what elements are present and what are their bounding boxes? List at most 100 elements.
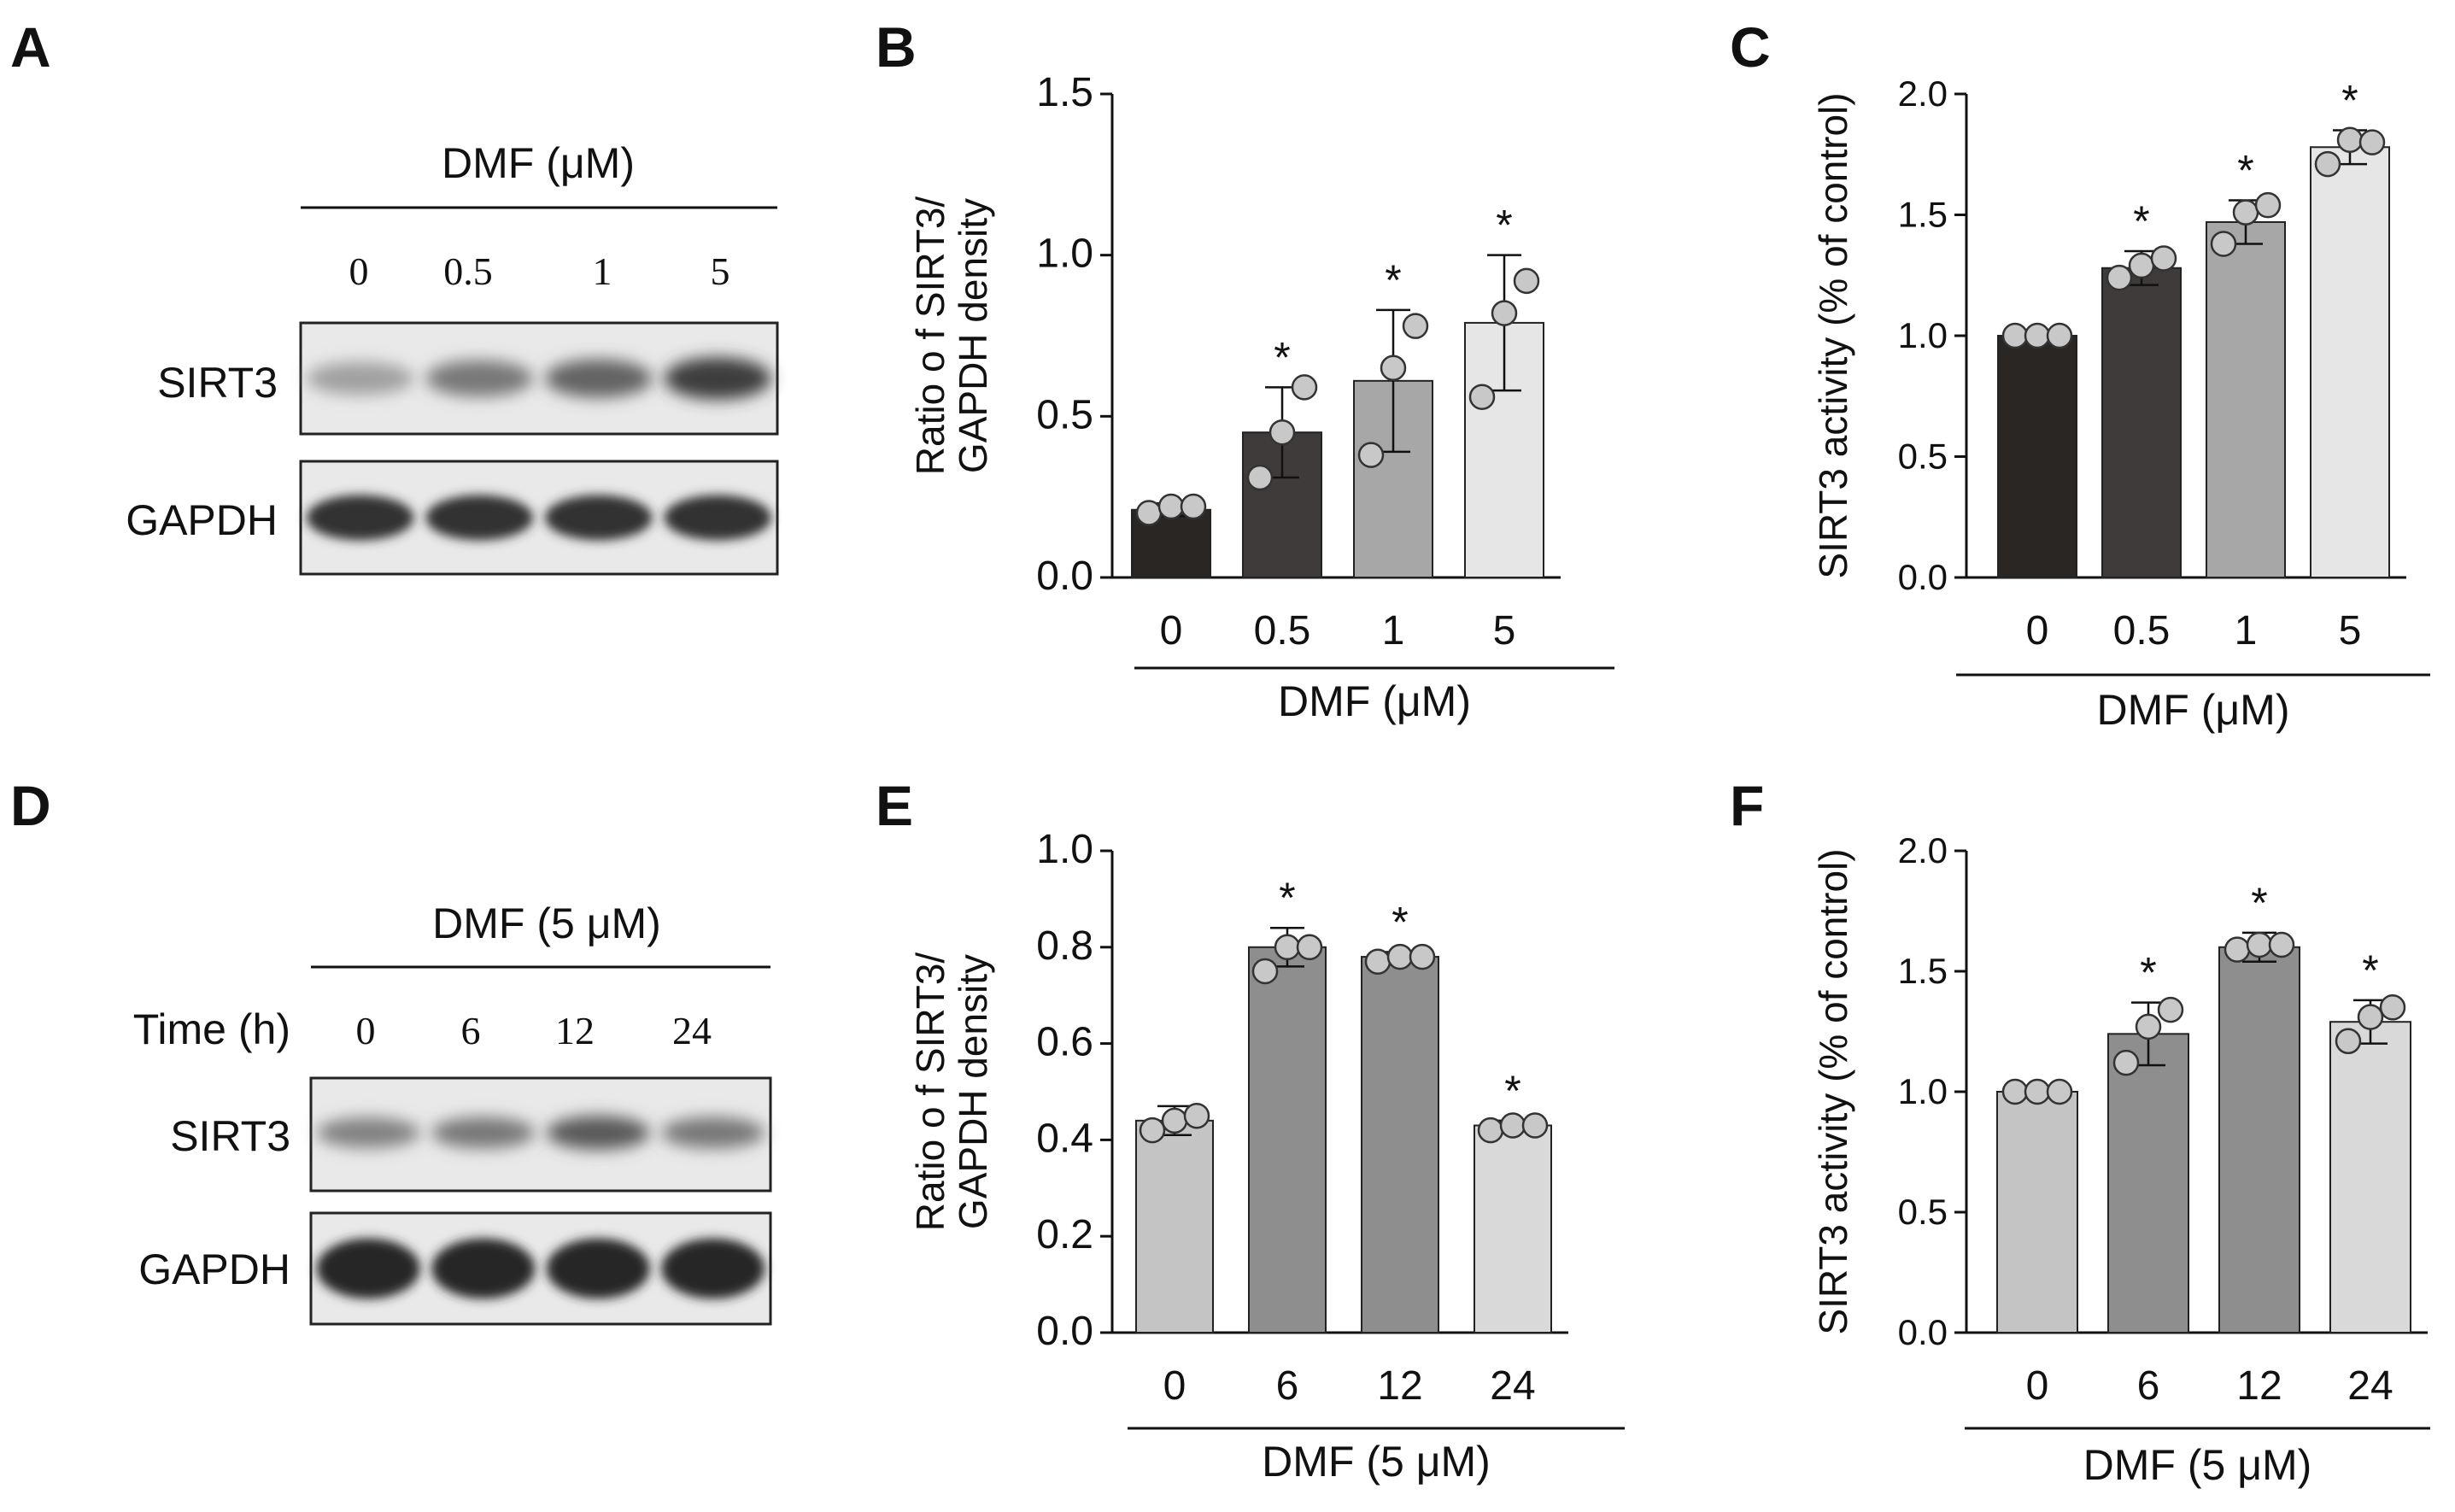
bar: [2218, 946, 2300, 1334]
x-axis-label: DMF (5 μM): [2083, 1441, 2312, 1489]
data-point: [1386, 943, 1414, 970]
x-axis-label: DMF (μM): [2097, 686, 2290, 734]
x-tick-label: 6: [1276, 1363, 1299, 1409]
significance-star: *: [1274, 333, 1290, 381]
significance-star: *: [1392, 898, 1408, 946]
y-tick-label: 0.0: [1036, 554, 1093, 599]
data-point: [2268, 931, 2295, 958]
y-tick-label: 2.0: [1898, 830, 1948, 870]
blot-lane-label: 0: [356, 1009, 376, 1052]
data-point: [2232, 199, 2259, 226]
blot-band: [661, 1238, 765, 1299]
western-blot-a: DMF (μM) 0 0.5 1 5 SIRT3 GAPDH: [126, 139, 779, 576]
blot-band: [661, 1116, 765, 1149]
bar: [1474, 1124, 1552, 1333]
y-tick-label: 0.0: [1898, 1312, 1948, 1352]
data-point: [1269, 419, 1296, 446]
y-tick-label: 1.0: [1036, 827, 1093, 872]
y-tick-label: 1.5: [1898, 195, 1948, 235]
x-tick-label: 0: [2026, 1363, 2049, 1409]
data-point: [2358, 129, 2386, 155]
y-axis-label: SIRT3 activity (% of control): [1811, 848, 1855, 1334]
x-tick-label: 5: [1493, 608, 1516, 653]
blot-band: [316, 1238, 420, 1299]
data-point: [2224, 936, 2251, 963]
data-point: [2379, 994, 2406, 1021]
panel-label-f: F: [1730, 774, 1764, 837]
blot-lane-label: 0: [349, 249, 369, 293]
y-tick-label: 0.0: [1036, 1309, 1093, 1354]
blot-row-label: SIRT3: [157, 359, 278, 407]
y-tick-label: 2.0: [1898, 73, 1948, 114]
data-point: [1491, 300, 1518, 326]
y-tick-label: 0.6: [1036, 1020, 1093, 1065]
blot-band: [431, 1238, 536, 1299]
data-point: [2106, 264, 2133, 291]
blot-band: [664, 357, 772, 400]
y-tick-label: 0.4: [1036, 1116, 1093, 1161]
significance-star: *: [2140, 949, 2156, 997]
blot-band: [306, 361, 414, 396]
data-point: [1477, 1116, 1504, 1144]
bar-chart-b: 0.0 0.5 1.0 1.5 Ratio o f SIRT3/GAPDH densit…: [908, 70, 1614, 725]
x-tick-label: 1: [2235, 608, 2258, 653]
data-point: [2157, 996, 2184, 1023]
y-tick-label: 0.5: [1036, 392, 1093, 437]
x-tick-label: 24: [2347, 1363, 2393, 1409]
bar: [2310, 146, 2390, 578]
x-tick-label: 0.5: [2113, 608, 2171, 653]
significance-star: *: [2237, 147, 2253, 195]
bar: [2101, 267, 2182, 578]
data-point: [1183, 1102, 1210, 1129]
bar: [2206, 220, 2286, 578]
panel-label-d: D: [10, 774, 51, 837]
data-point: [2210, 231, 2237, 257]
bar: [2329, 1021, 2411, 1333]
data-point: [1157, 493, 1185, 520]
western-blot-d: DMF (5 μM) Time (h) 0 6 12 24 SIRT3 GAPDH: [133, 900, 772, 1326]
bar: [1361, 956, 1439, 1333]
data-point: [1135, 500, 1163, 526]
x-tick-label: 0.5: [1254, 608, 1311, 653]
panel-label-a: A: [10, 15, 51, 79]
bar: [1248, 946, 1327, 1334]
panel-label-e: E: [876, 774, 913, 837]
blot-lane-label: 12: [555, 1009, 595, 1052]
x-tick-label: 12: [2236, 1363, 2282, 1409]
bar-chart-f: 0.0 0.5 1.0 1.5 2.0 SIRT3 activity (% of cont…: [1811, 830, 2430, 1489]
data-point: [2335, 1028, 2362, 1055]
data-point: [1364, 948, 1392, 975]
blot-band: [544, 359, 653, 398]
y-tick-label: 0.8: [1036, 923, 1093, 969]
data-point: [1521, 1112, 1549, 1139]
y-axis-label: GAPDH density: [951, 954, 995, 1229]
data-point: [2254, 191, 2282, 219]
bar: [1135, 1119, 1214, 1333]
y-tick-label: 1.5: [1898, 951, 1948, 991]
x-tick-label: 0: [1160, 608, 1183, 653]
blot-row-label: GAPDH: [138, 1245, 290, 1293]
data-point: [2024, 1078, 2051, 1105]
blot-header: DMF (5 μM): [432, 900, 661, 947]
data-point: [1357, 442, 1385, 468]
y-tick-label: 1.0: [1898, 1071, 1948, 1111]
y-tick-label: 1.0: [1036, 231, 1093, 277]
significance-star: *: [2133, 197, 2149, 245]
significance-star: *: [1385, 256, 1401, 304]
data-point: [2357, 1004, 2384, 1030]
data-point: [1291, 374, 1318, 401]
data-point: [2314, 150, 2341, 178]
blot-lane-label: 24: [672, 1009, 712, 1052]
y-tick-label: 0.0: [1898, 557, 1948, 597]
blot-band: [544, 495, 653, 541]
data-point: [2150, 245, 2177, 272]
blot-band: [664, 495, 772, 541]
blot-band: [306, 495, 414, 541]
data-point: [2336, 126, 2364, 154]
blot-band: [316, 1116, 420, 1149]
x-tick-label: 0: [1163, 1363, 1186, 1409]
bar: [1996, 1091, 2078, 1333]
y-tick-label: 0.5: [1898, 1192, 1948, 1232]
bar-chart-e: 0.0 0.2 0.4 0.6 0.8 1.0 Ratio o f SIRT3/GAPDH …: [908, 827, 1625, 1486]
